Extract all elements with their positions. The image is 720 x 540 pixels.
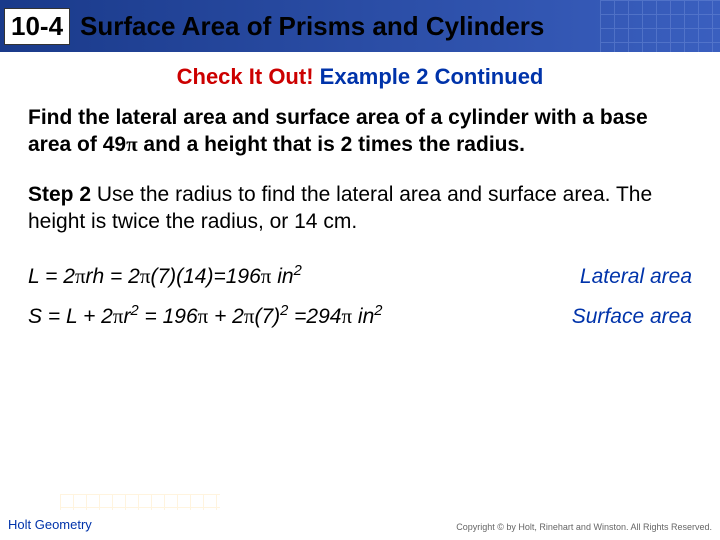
slide-footer: Holt Geometry Copyright © by Holt, Rineh…	[0, 510, 720, 540]
section-number-badge: 10-4	[4, 8, 70, 45]
textbook-brand: Holt Geometry	[8, 517, 92, 532]
step-text: Step 2 Use the radius to find the latera…	[28, 181, 692, 236]
check-it-out-label: Check It Out!	[177, 64, 314, 89]
slide-content: Find the lateral area and surface area o…	[0, 90, 720, 329]
slide-title: Surface Area of Prisms and Cylinders	[80, 11, 544, 42]
step-label: Step 2	[28, 183, 91, 206]
surface-area-equation-row: S = L + 2πr2 = 196π + 2π(7)2 =294π in2 S…	[28, 303, 692, 329]
example-continued-label: Example 2 Continued	[320, 64, 544, 89]
surface-area-label: Surface area	[572, 305, 692, 329]
lateral-area-formula: L = 2πrh = 2π(7)(14)=196π in2	[28, 263, 302, 289]
header-grid-decoration	[600, 0, 720, 52]
step-body: Use the radius to find the lateral area …	[28, 183, 652, 233]
problem-statement: Find the lateral area and surface area o…	[28, 104, 692, 159]
copyright-text: Copyright © by Holt, Rinehart and Winsto…	[456, 522, 712, 532]
surface-area-formula: S = L + 2πr2 = 196π + 2π(7)2 =294π in2	[28, 303, 382, 329]
example-subheading: Check It Out! Example 2 Continued	[0, 64, 720, 90]
lateral-area-equation-row: L = 2πrh = 2π(7)(14)=196π in2 Lateral ar…	[28, 263, 692, 289]
lateral-area-label: Lateral area	[580, 265, 692, 289]
slide-header: 10-4 Surface Area of Prisms and Cylinder…	[0, 0, 720, 52]
